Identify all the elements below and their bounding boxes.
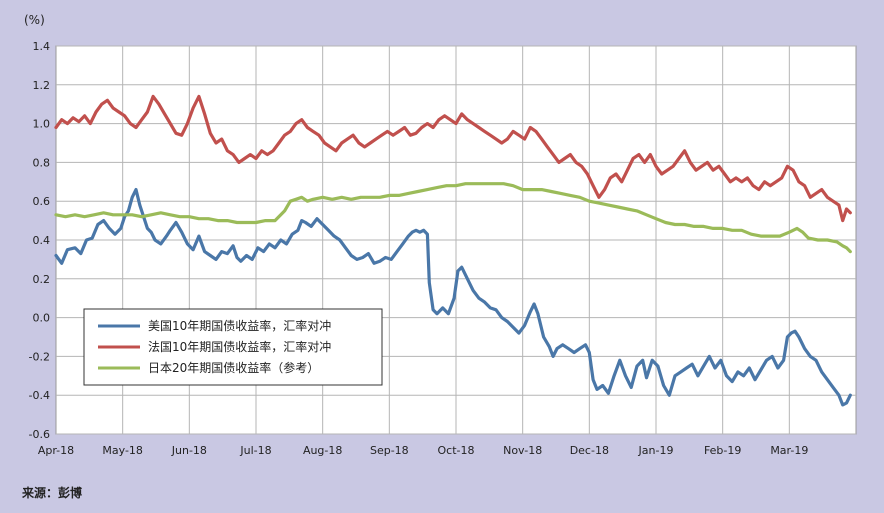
us-10y-hedged-line <box>54 188 852 407</box>
legend-label: 美国10年期国债收益率，汇率对冲 <box>148 318 331 333</box>
x-tick-label: Dec-18 <box>570 444 609 457</box>
x-tick-label: Jul-18 <box>239 444 271 457</box>
x-tick-label: Jun-18 <box>171 444 207 457</box>
japan-20y-line <box>54 182 852 254</box>
x-tick-label: Nov-18 <box>503 444 542 457</box>
y-tick-label: 0.6 <box>33 195 51 208</box>
source-note: 来源：彭博 <box>22 486 83 500</box>
x-tick-label: May-18 <box>102 444 143 457</box>
france-10y-hedged-line <box>54 94 852 223</box>
series-lines <box>54 94 852 407</box>
y-unit-label: (%) <box>24 13 45 27</box>
x-axis: Apr-18 May-18 Jun-18 Jul-18 Aug-18 Sep-18 Oct-… <box>38 444 808 457</box>
x-tick-label: Oct-18 <box>438 444 475 457</box>
y-axis: 1.4 1.2 1.0 0.8 0.6 0.4 0.2 0.0 -0.2 -0.4 -0.6 <box>29 40 50 441</box>
legend-label: 法国10年期国债收益率，汇率对冲 <box>148 339 331 354</box>
x-tick-label: Aug-18 <box>303 444 342 457</box>
y-tick-label: 0.0 <box>33 312 51 325</box>
y-tick-label: -0.4 <box>29 389 50 402</box>
legend: 美国10年期国债收益率，汇率对冲法国10年期国债收益率，汇率对冲日本20年期国债… <box>83 308 383 386</box>
x-tick-label: Jan-19 <box>638 444 674 457</box>
x-tick-label: Mar-19 <box>770 444 808 457</box>
legend-label: 日本20年期国债收益率（参考） <box>148 360 319 375</box>
x-tick-label: Feb-19 <box>704 444 741 457</box>
y-tick-label: 0.2 <box>33 273 51 286</box>
x-tick-label: Apr-18 <box>38 444 74 457</box>
y-tick-label: 0.8 <box>33 156 51 169</box>
y-tick-label: 0.4 <box>33 234 51 247</box>
y-tick-label: -0.2 <box>29 350 50 363</box>
y-tick-label: 1.0 <box>33 118 51 131</box>
y-tick-label: 1.2 <box>33 79 51 92</box>
y-tick-label: -0.6 <box>29 428 50 441</box>
x-tick-label: Sep-18 <box>370 444 409 457</box>
y-tick-label: 1.4 <box>33 40 51 53</box>
